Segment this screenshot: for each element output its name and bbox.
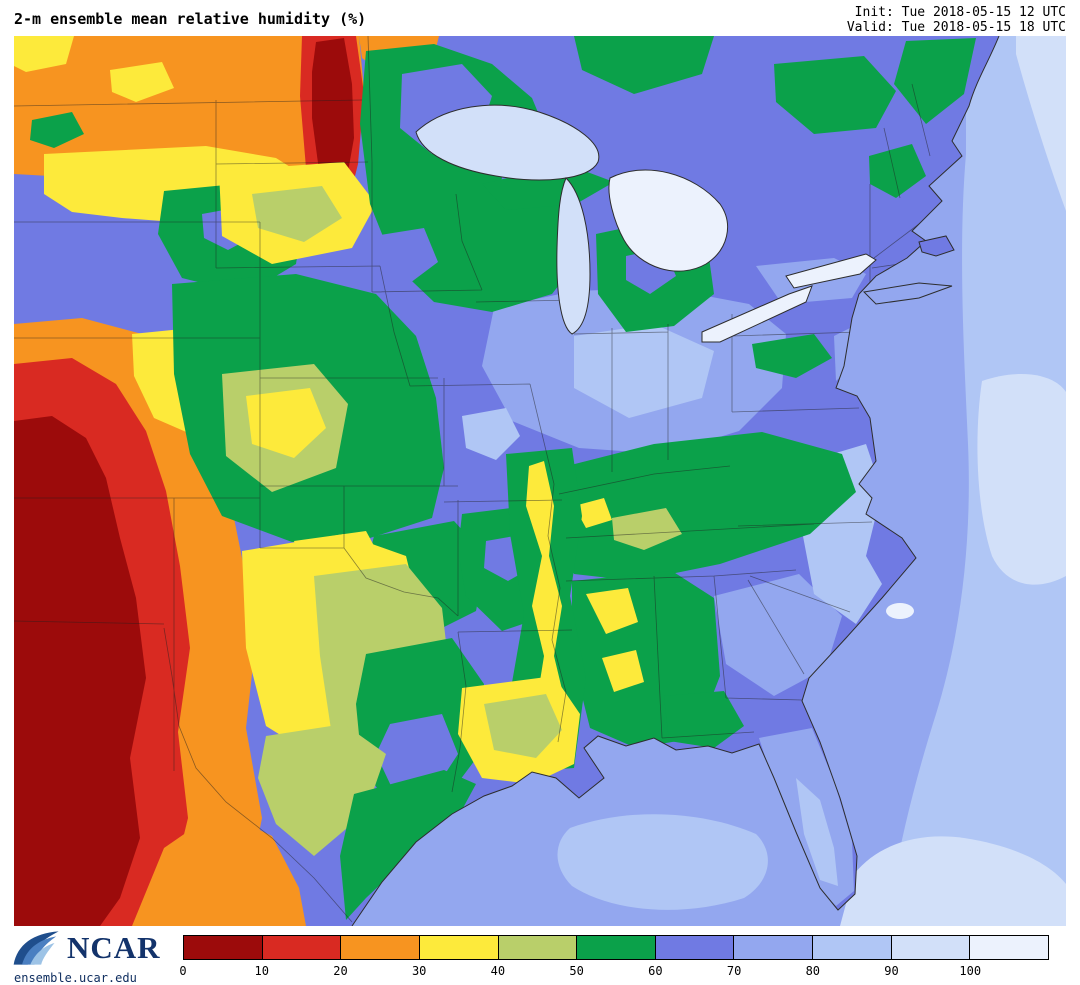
colorbar-segment <box>262 936 342 959</box>
colorbar-wrap: 0 10 20 30 40 50 60 70 80 90 100 <box>179 935 1049 980</box>
great-lakes <box>415 104 877 343</box>
colorbar-tick-label: 90 <box>884 964 899 978</box>
colorbar-segment <box>419 936 499 959</box>
page-title: 2-m ensemble mean relative humidity (%) <box>14 10 367 28</box>
humidity-map <box>14 36 1066 926</box>
ncar-logo: NCAR <box>12 927 161 969</box>
colorbar-segment <box>734 936 814 959</box>
colorbar-segment <box>655 936 735 959</box>
colorbar-tick-label: 70 <box>726 964 742 978</box>
colorbar-segment <box>891 936 971 959</box>
colorbar-ticks: 0 10 20 30 40 50 60 70 80 90 100 <box>179 964 1049 980</box>
site-url: ensemble.ucar.edu <box>14 971 137 985</box>
colorbar-tick-label: 60 <box>648 964 663 978</box>
colorbar-segment <box>813 936 892 959</box>
colorbar-segment <box>184 936 263 959</box>
colorbar-tick-label: 100 <box>959 964 982 978</box>
run-times: Init: Tue 2018-05-15 12 UTC Valid: Tue 2… <box>847 5 1066 35</box>
coastline <box>351 36 1000 926</box>
colorbar-tick-label: 10 <box>254 964 269 978</box>
init-time: Init: Tue 2018-05-15 12 UTC <box>854 5 1066 20</box>
colorbar-tick-label: 20 <box>333 964 348 978</box>
colorbar-segment <box>341 936 420 959</box>
colorbar-tick-label: 80 <box>805 964 821 978</box>
colorbar-tick-label: 30 <box>411 964 427 978</box>
colorbar-segment <box>577 936 656 959</box>
ncar-wave-icon <box>13 931 59 965</box>
colorbar-tick-label: 0 <box>179 964 187 978</box>
colorbar-tick-label: 50 <box>569 964 584 978</box>
colorbar-tick-label: 40 <box>490 964 506 978</box>
state-borders <box>14 36 999 923</box>
footer: NCAR ensemble.ucar.edu 0 10 20 30 40 50 60 70 80… <box>0 926 1080 985</box>
ncar-wordmark: NCAR <box>67 930 161 965</box>
cape-cod <box>918 235 955 257</box>
colorbar <box>183 935 1049 960</box>
humidity-map-canvas <box>14 36 1066 926</box>
colorbar-segment <box>970 936 1049 959</box>
long-island <box>862 282 953 305</box>
valid-time: Valid: Tue 2018-05-15 18 UTC <box>846 20 1066 35</box>
colorbar-segment <box>498 936 578 959</box>
header: 2-m ensemble mean relative humidity (%) … <box>0 0 1080 36</box>
humidity-field <box>14 36 999 926</box>
